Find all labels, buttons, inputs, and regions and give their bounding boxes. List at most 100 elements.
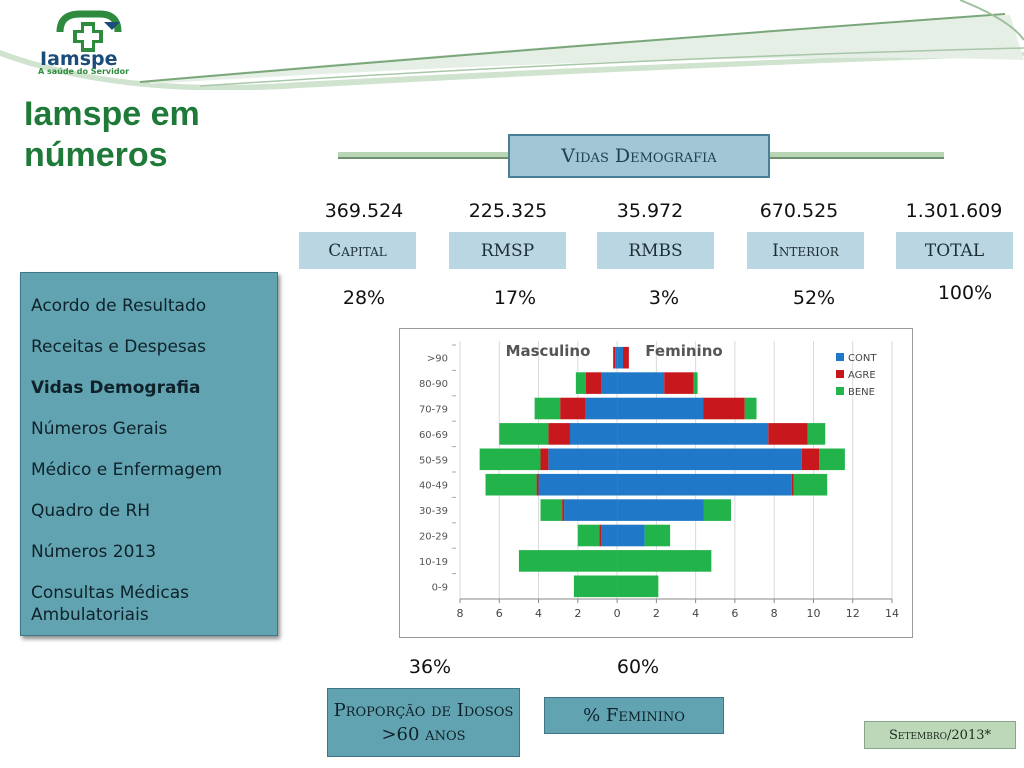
bar-female-cont	[617, 499, 704, 521]
bar-male-bene	[540, 499, 563, 521]
bar-female-cont	[617, 346, 623, 369]
x-tick-label: 8	[771, 607, 778, 620]
pyramid-svg: 8 6 4 2 0 2 4 6 8 10 12 14 >90 80-90 70-79 60-69 50-59 40…	[419, 341, 899, 620]
bar-male-agre	[562, 499, 565, 521]
sidebar-item-receitas-e-despesas[interactable]: Receitas e Despesas	[31, 337, 207, 357]
sidebar-item-quadro-de-rh[interactable]: Quadro de RH	[31, 501, 151, 521]
bar-female-bene	[617, 575, 659, 598]
bar-female-bene	[819, 448, 845, 471]
header-swoosh	[0, 0, 1024, 90]
bar-female-agre	[703, 397, 745, 420]
y-category-label: 30-39	[419, 506, 448, 517]
region-label-interior: Interior	[747, 232, 864, 269]
bar-female-bene	[807, 423, 826, 445]
x-tick-label: 4	[692, 607, 699, 620]
bar-male-agre	[599, 524, 602, 547]
date-label: Setembro/2013*	[864, 721, 1016, 749]
region-count-total: 1.301.609	[905, 200, 1003, 222]
bar-male-agre	[548, 423, 570, 445]
sidebar-item-numeros-gerais[interactable]: Números Gerais	[31, 419, 168, 439]
region-pct-rmbs: 3%	[648, 287, 680, 309]
bar-male-agre	[560, 397, 586, 420]
elderly-proportion-label: Proporção de Idosos >60 anos	[327, 688, 520, 757]
logo-tagline: A saúde do Servidor	[38, 67, 130, 76]
bar-female-bene	[644, 524, 671, 547]
legend-swatch-bene	[836, 387, 844, 395]
bar-male-bene	[518, 550, 618, 572]
region-label-total: TOTAL	[896, 232, 1013, 269]
bar-male-bene	[575, 372, 586, 394]
bar-female-bene	[703, 499, 731, 521]
x-tick-label: 8	[457, 607, 464, 620]
sidebar-item-acordo-de-resultado[interactable]: Acordo de Resultado	[31, 296, 207, 316]
bar-male-agre	[613, 346, 616, 369]
y-category-label: 0-9	[432, 582, 448, 593]
side-label-feminino: Feminino	[645, 342, 722, 360]
sidebar-item-consultas-medicas[interactable]: Consultas Médicas Ambulatoriais	[31, 583, 190, 625]
region-count-rmbs: 35.972	[616, 200, 684, 222]
bar-male-cont	[548, 448, 618, 471]
x-tick-label: 6	[731, 607, 738, 620]
x-tick-label: 2	[574, 607, 581, 620]
elderly-percentage: 36%	[408, 656, 452, 678]
sidebar-item-numeros-2013[interactable]: Números 2013	[31, 542, 157, 562]
sidebar-item-medico-e-enfermagem[interactable]: Médico e Enfermagem	[31, 460, 223, 480]
region-pct-total: 100%	[937, 282, 993, 304]
region-label-rmbs: RMBS	[597, 232, 714, 269]
region-label-capital: Capital	[299, 232, 416, 269]
population-pyramid-chart: 8 6 4 2 0 2 4 6 8 10 12 14 >90 80-90 70-79 60-69 50-59 40…	[399, 328, 913, 638]
legend-label-bene: BENE	[848, 387, 875, 398]
side-label-masculino: Masculino	[506, 342, 591, 360]
bar-female-bene	[693, 372, 698, 394]
bar-female-bene	[617, 550, 712, 572]
region-count-capital: 369.524	[324, 200, 404, 222]
region-pct-capital: 28%	[342, 287, 386, 309]
bar-male-bene	[479, 448, 541, 471]
bar-male-cont	[615, 346, 618, 369]
bar-male-cont	[569, 423, 618, 445]
bar-female-agre	[664, 372, 694, 394]
bar-male-bene	[485, 473, 537, 496]
bar-female-agre	[791, 473, 794, 496]
bar-male-bene	[534, 397, 561, 420]
bar-male-agre	[540, 448, 549, 471]
bar-female-bene	[744, 397, 757, 420]
x-tick-label: 6	[496, 607, 503, 620]
bar-female-cont	[617, 473, 792, 496]
iamspe-logo-icon	[56, 10, 122, 52]
x-tick-label: 12	[846, 607, 860, 620]
bar-female-cont	[617, 524, 645, 547]
sidebar-menu: Acordo de Resultado Receitas e Despesas …	[20, 272, 278, 636]
region-count-interior: 670.525	[759, 200, 839, 222]
y-category-label: 80-90	[419, 379, 448, 390]
y-category-label: 60-69	[419, 430, 448, 441]
x-tick-label: 0	[614, 607, 621, 620]
bar-male-cont	[585, 397, 618, 420]
section-label-vidas-demografia: Vidas Demografia	[508, 134, 770, 178]
bar-female-agre	[801, 448, 820, 471]
page-title: Iamspe em números	[24, 95, 200, 174]
female-percent-label: % Feminino	[544, 697, 724, 734]
bar-male-agre	[585, 372, 602, 394]
y-category-label: 20-29	[419, 532, 448, 543]
bar-female-cont	[617, 397, 704, 420]
y-category-label: >90	[427, 354, 448, 365]
sidebar-item-vidas-demografia[interactable]: Vidas Demografia	[31, 378, 201, 398]
x-tick-label: 4	[535, 607, 542, 620]
legend-swatch-agre	[836, 370, 844, 378]
bar-male-cont	[538, 473, 618, 496]
y-category-label: 50-59	[419, 455, 448, 466]
bar-male-cont	[601, 524, 618, 547]
bar-female-cont	[617, 423, 769, 445]
bar-male-cont	[601, 372, 618, 394]
region-count-rmsp: 225.325	[468, 200, 548, 222]
x-tick-label: 14	[885, 607, 899, 620]
region-pct-rmsp: 17%	[493, 287, 537, 309]
legend-swatch-cont	[836, 353, 844, 361]
bar-male-bene	[573, 575, 618, 598]
y-category-label: 10-19	[419, 557, 448, 568]
region-label-rmsp: RMSP	[449, 232, 566, 269]
y-category-label: 40-49	[419, 481, 448, 492]
bar-male-bene	[499, 423, 549, 445]
bar-female-agre	[768, 423, 808, 445]
